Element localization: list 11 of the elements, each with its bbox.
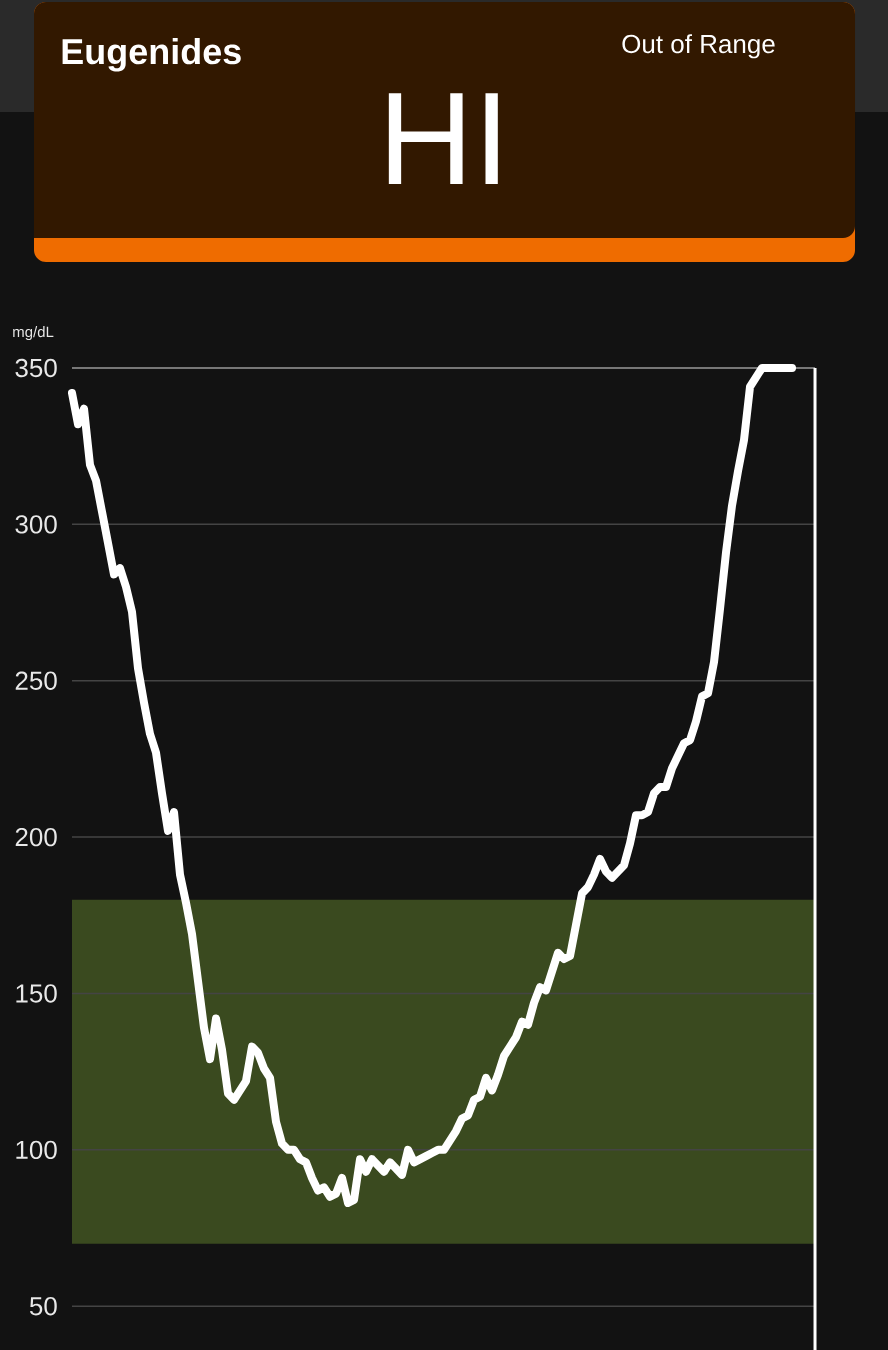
text: Out of Range — [622, 34, 775, 59]
y-tick-label: 300 — [15, 515, 57, 534]
y-axis-title: mg/dL — [13, 326, 54, 341]
y-tick-label: 100 — [16, 1140, 57, 1160]
y-tick-label: 200 — [15, 827, 57, 847]
chart-title: Eugenides — [62, 37, 241, 72]
y-tick-label: 350 — [15, 358, 57, 378]
y-tick-label: 250 — [15, 671, 57, 690]
chart-subtitle: HI — [388, 93, 498, 184]
y-tick-label: 150 — [16, 984, 57, 1003]
y-tick-label: 50 — [29, 1297, 57, 1316]
